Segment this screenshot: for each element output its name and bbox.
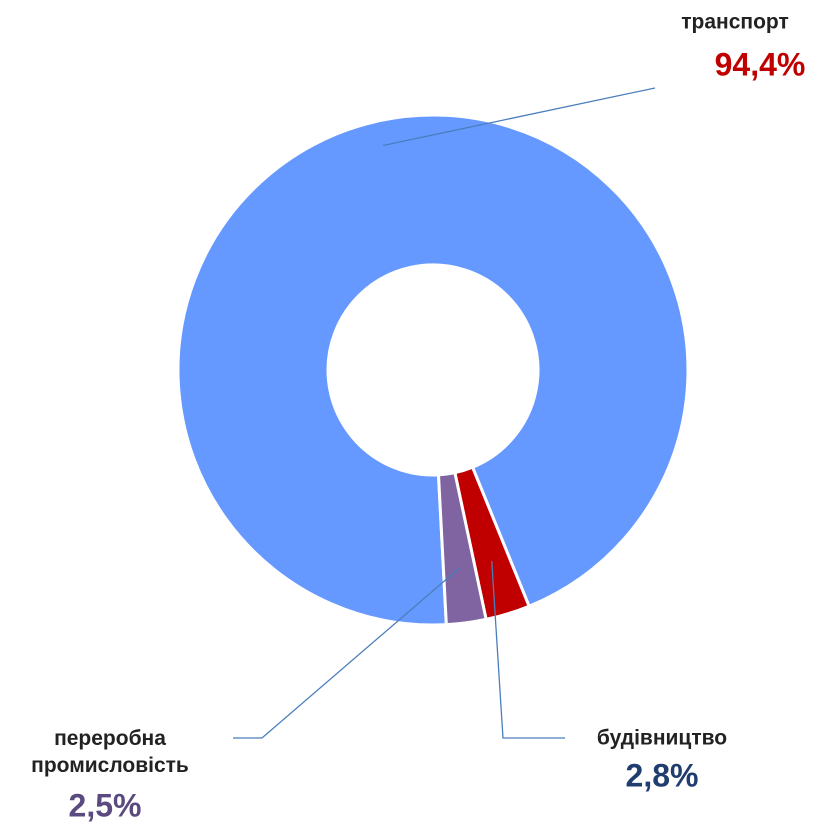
leader-line [491,561,565,739]
category-label: будівництво [596,726,728,750]
value-label: 94,4% [714,46,806,83]
leader-line [382,87,656,147]
category-label: транспорт [681,10,789,34]
value-label: 2,5% [68,787,142,822]
donut-slice [176,113,690,627]
category-label: переробна промисловість [31,727,189,777]
donut-slice [436,470,488,627]
leader-line [233,567,460,739]
value-label: 2,8% [625,757,699,794]
